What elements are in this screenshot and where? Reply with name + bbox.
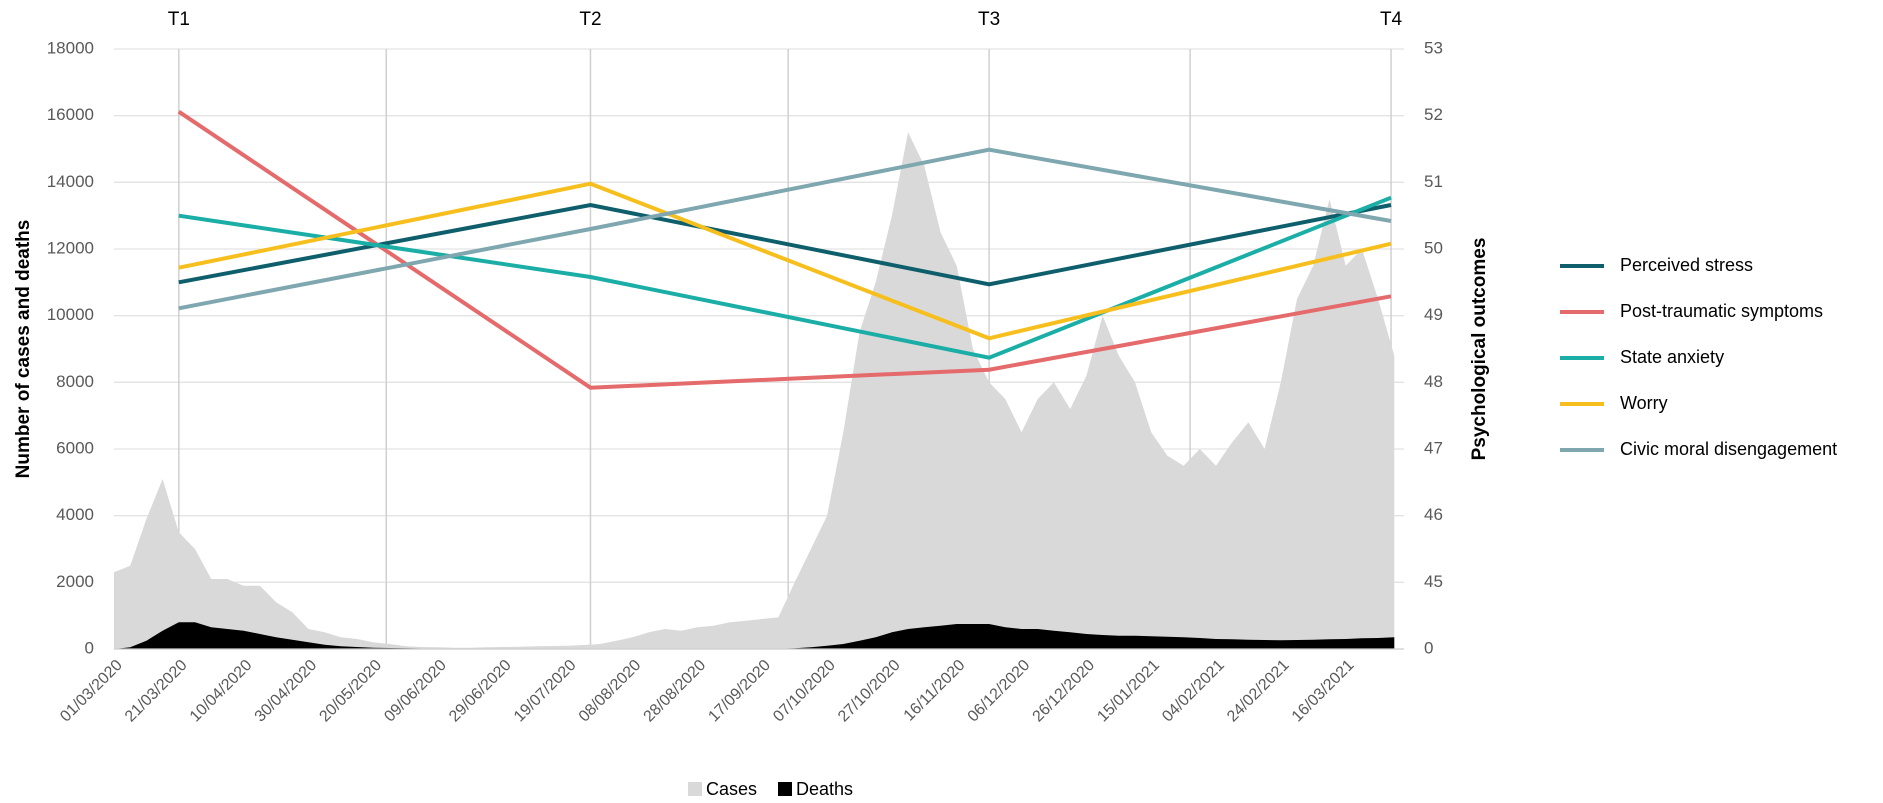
y2-tick-label: 45 — [1424, 572, 1443, 591]
legend-swatch — [688, 782, 702, 796]
y-tick-label: 6000 — [56, 438, 94, 457]
line — [178, 181, 1392, 341]
legend-label: State anxiety — [1620, 347, 1724, 367]
y-tick-label: 18000 — [47, 38, 94, 57]
y-tick-label: 0 — [85, 638, 94, 657]
x-tick-label: 16/11/2020 — [901, 657, 969, 725]
x-tick-label: 29/06/2020 — [446, 657, 515, 726]
legend-label: Civic moral disengagement — [1620, 439, 1837, 459]
y-tick-label: 4000 — [56, 505, 94, 524]
x-tick-label: 10/04/2020 — [187, 657, 256, 726]
y-tick-label: 10000 — [47, 305, 94, 324]
legend-label: Deaths — [796, 779, 853, 799]
x-tick-label: 24/02/2021 — [1224, 657, 1293, 726]
grid — [114, 48, 1404, 650]
y-tick-label: 8000 — [56, 372, 94, 391]
x-tick-label: 06/12/2020 — [965, 657, 1034, 726]
y2-tick-label: 51 — [1424, 172, 1443, 191]
y2-tick-label: 47 — [1424, 438, 1443, 457]
y2-tick-label: 48 — [1424, 372, 1443, 391]
annotation: T4 — [1380, 9, 1403, 30]
y-tick-label: 16000 — [47, 105, 94, 124]
y2-tick-label: 52 — [1424, 105, 1443, 124]
x-tick-label: 16/03/2021 — [1289, 657, 1358, 726]
y2-axis-label: Psychological outcomes — [1469, 238, 1490, 461]
x-tick-label: 27/10/2020 — [835, 657, 904, 726]
area — [114, 132, 1395, 650]
legend-label: Worry — [1620, 393, 1668, 413]
legend-swatch — [778, 782, 792, 796]
line — [178, 202, 1392, 287]
x-tick-label: 17/09/2020 — [705, 657, 774, 726]
line — [177, 110, 1392, 390]
y2-tick-label: 49 — [1424, 305, 1443, 324]
x-tick-label: 20/05/2020 — [316, 657, 385, 726]
x-tick-label: 28/08/2020 — [641, 657, 710, 726]
x-tick-label: 30/04/2020 — [252, 657, 321, 726]
area — [114, 622, 1395, 649]
annotation: T1 — [168, 9, 190, 30]
legend-label: Post-traumatic symptoms — [1620, 301, 1823, 321]
line — [178, 147, 1392, 311]
x-tick-label: 09/06/2020 — [381, 657, 450, 726]
line — [178, 195, 1392, 360]
x-tick-label: 07/10/2020 — [770, 657, 839, 726]
y-axis-label: Number of cases and deaths — [13, 220, 34, 479]
legend-label: Perceived stress — [1620, 255, 1753, 275]
y-tick-label: 2000 — [56, 572, 94, 591]
annotation: T2 — [579, 9, 601, 30]
y2-tick-label: 0 — [1424, 638, 1433, 657]
legend-label: Cases — [706, 779, 757, 799]
x-tick-label: 08/08/2020 — [576, 657, 645, 726]
x-tick-label: 19/07/2020 — [511, 657, 580, 726]
y-tick-label: 14000 — [47, 172, 94, 191]
x-tick-label: 04/02/2021 — [1159, 657, 1228, 726]
y2-tick-label: 53 — [1424, 38, 1443, 57]
x-tick-label: 01/03/2020 — [57, 657, 126, 726]
y2-tick-label: 46 — [1424, 505, 1443, 524]
annotation: T3 — [978, 9, 1000, 30]
y-tick-label: 12000 — [47, 238, 94, 257]
y2-tick-label: 50 — [1424, 238, 1443, 257]
x-tick-label: 21/03/2020 — [122, 657, 191, 726]
x-tick-label: 15/01/2021 — [1094, 657, 1163, 726]
x-tick-label: 26/12/2020 — [1030, 657, 1099, 726]
